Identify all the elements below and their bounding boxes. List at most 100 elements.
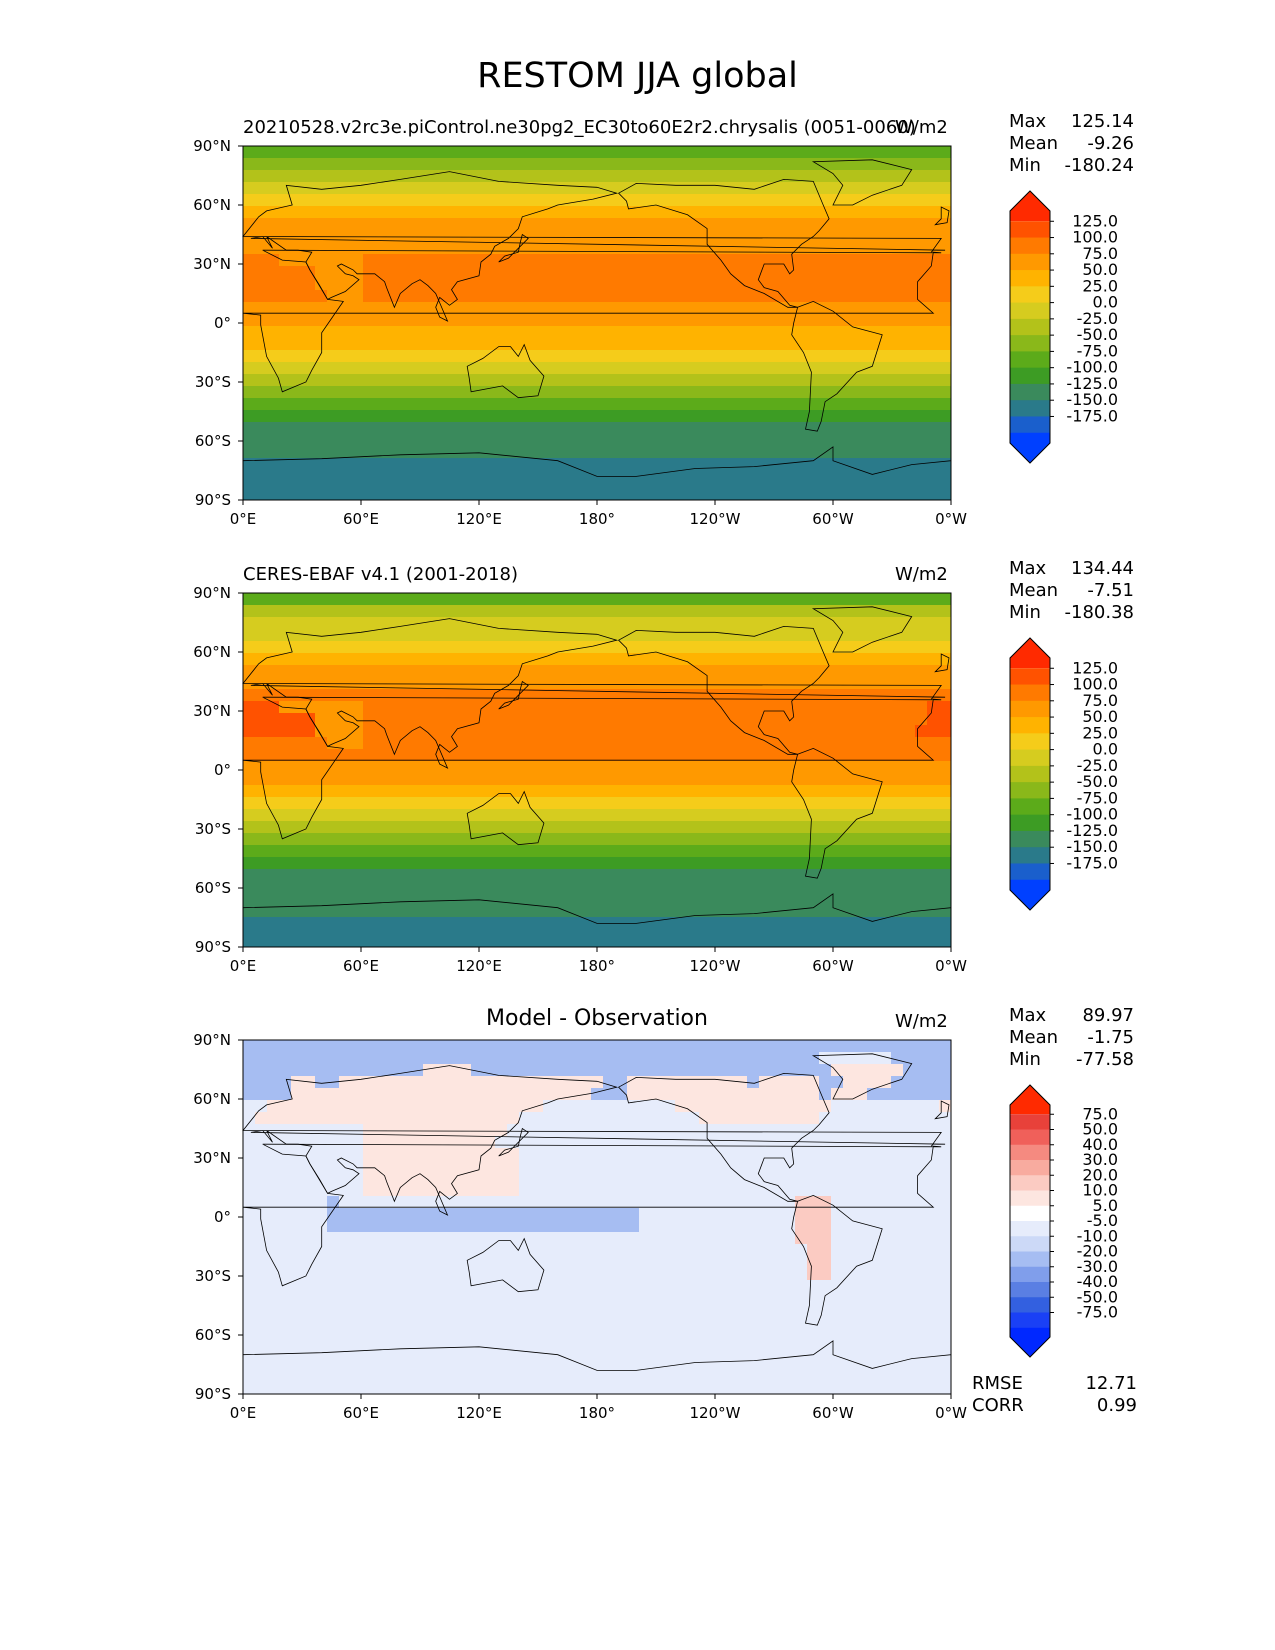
field-cell <box>243 1076 256 1089</box>
field-cell <box>687 446 700 459</box>
field-cell <box>603 593 616 606</box>
field-cell <box>627 737 640 750</box>
field-cell <box>435 350 448 363</box>
field-cell <box>351 761 364 774</box>
field-cell <box>603 1160 616 1173</box>
field-cell <box>507 470 520 483</box>
field-cell <box>723 893 736 906</box>
field-cell <box>627 302 640 315</box>
field-cell <box>735 1280 748 1293</box>
field-cell <box>339 1124 352 1137</box>
field-cell <box>687 629 700 642</box>
field-cell <box>471 833 484 846</box>
field-cell <box>387 1100 400 1113</box>
field-cell <box>795 278 808 291</box>
field-cell <box>891 641 904 654</box>
field-cell <box>915 905 928 918</box>
field-cell <box>783 725 796 738</box>
field-cell <box>579 422 592 435</box>
field-cell <box>831 917 844 930</box>
field-cell <box>363 326 376 339</box>
field-cell <box>627 1280 640 1293</box>
field-cell <box>519 1232 532 1245</box>
field-cell <box>699 1292 712 1305</box>
field-cell <box>723 494 736 501</box>
field-cell <box>831 1220 844 1233</box>
field-cell <box>723 905 736 918</box>
field-cell <box>435 1100 448 1113</box>
field-cell <box>615 410 628 423</box>
field-cell <box>735 929 748 942</box>
field-cell <box>483 1208 496 1221</box>
field-cell <box>627 1232 640 1245</box>
field-cell <box>243 302 256 315</box>
field-cell <box>771 434 784 447</box>
field-cell <box>675 1100 688 1113</box>
lon-tick-label: 0°W <box>935 957 967 975</box>
field-cell <box>699 761 712 774</box>
colorbar-segment <box>1010 814 1050 832</box>
field-cell <box>291 593 304 606</box>
field-cell <box>519 1280 532 1293</box>
field-cell <box>795 713 808 726</box>
field-cell <box>891 1268 904 1281</box>
field-cell <box>879 410 892 423</box>
field-cell <box>435 1136 448 1149</box>
field-cell <box>663 1184 676 1197</box>
field-cell <box>939 833 952 846</box>
field-cell <box>339 1208 352 1221</box>
field-cell <box>291 1088 304 1101</box>
field-cell <box>471 749 484 762</box>
field-cell <box>447 206 460 219</box>
field-cell <box>603 869 616 882</box>
field-cell <box>387 1220 400 1233</box>
field-cell <box>555 1100 568 1113</box>
field-cell <box>375 1136 388 1149</box>
field-cell <box>603 254 616 267</box>
field-cell <box>567 314 580 327</box>
field-cell <box>495 158 508 171</box>
field-cell <box>471 809 484 822</box>
field-cell <box>279 338 292 351</box>
field-cell <box>639 773 652 786</box>
field-cell <box>663 266 676 279</box>
field-cell <box>867 422 880 435</box>
field-cell <box>387 833 400 846</box>
field-cell <box>303 701 316 714</box>
field-cell <box>507 1160 520 1173</box>
field-cell <box>339 1136 352 1149</box>
field-cell <box>471 929 484 942</box>
field-cell <box>411 1208 424 1221</box>
field-cell <box>567 1184 580 1197</box>
field-cell <box>459 1052 472 1065</box>
field-cell <box>483 1040 496 1053</box>
field-cell <box>603 833 616 846</box>
field-cell <box>783 785 796 798</box>
field-cell <box>879 737 892 750</box>
field-cell <box>435 206 448 219</box>
field-cell <box>519 374 532 387</box>
field-cell <box>639 725 652 738</box>
field-cell <box>327 893 340 906</box>
field-cell <box>915 1112 928 1125</box>
field-cell <box>627 1112 640 1125</box>
field-cell <box>543 1196 556 1209</box>
field-cell <box>591 1100 604 1113</box>
field-cell <box>819 617 832 630</box>
field-cell <box>663 869 676 882</box>
field-cell <box>867 653 880 666</box>
field-cell <box>243 941 256 948</box>
field-cell <box>531 146 544 159</box>
field-cell <box>327 845 340 858</box>
field-cell <box>375 665 388 678</box>
field-cell <box>399 182 412 195</box>
field-cell <box>459 182 472 195</box>
field-cell <box>495 641 508 654</box>
field-cell <box>435 494 448 501</box>
field-cell <box>807 725 820 738</box>
field-cell <box>711 362 724 375</box>
field-cell <box>663 665 676 678</box>
field-cell <box>351 605 364 618</box>
field-cell <box>651 701 664 714</box>
field-cell <box>303 1088 316 1101</box>
